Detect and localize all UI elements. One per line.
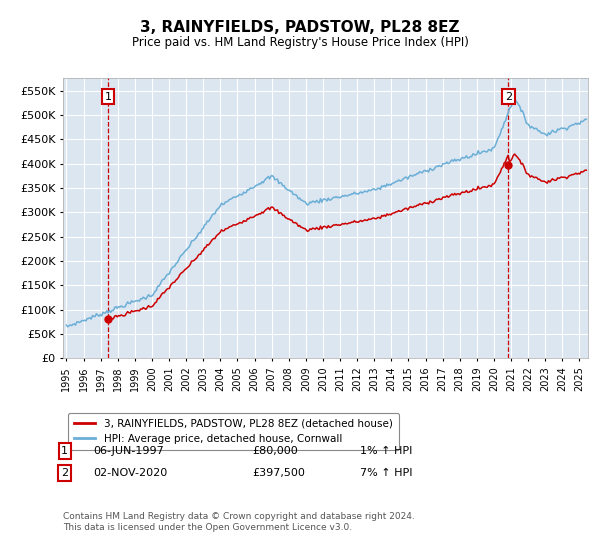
Text: 1: 1 [104,92,112,101]
Text: £80,000: £80,000 [252,446,298,456]
Text: 02-NOV-2020: 02-NOV-2020 [93,468,167,478]
Text: 3, RAINYFIELDS, PADSTOW, PL28 8EZ: 3, RAINYFIELDS, PADSTOW, PL28 8EZ [140,20,460,35]
Legend: 3, RAINYFIELDS, PADSTOW, PL28 8EZ (detached house), HPI: Average price, detached: 3, RAINYFIELDS, PADSTOW, PL28 8EZ (detac… [68,413,399,450]
Text: 06-JUN-1997: 06-JUN-1997 [93,446,164,456]
Text: Contains HM Land Registry data © Crown copyright and database right 2024.
This d: Contains HM Land Registry data © Crown c… [63,512,415,532]
Text: Price paid vs. HM Land Registry's House Price Index (HPI): Price paid vs. HM Land Registry's House … [131,36,469,49]
Text: 1: 1 [61,446,68,456]
Text: 2: 2 [505,92,512,101]
Text: 1% ↑ HPI: 1% ↑ HPI [360,446,412,456]
Text: £397,500: £397,500 [252,468,305,478]
Text: 7% ↑ HPI: 7% ↑ HPI [360,468,413,478]
Text: 2: 2 [61,468,68,478]
